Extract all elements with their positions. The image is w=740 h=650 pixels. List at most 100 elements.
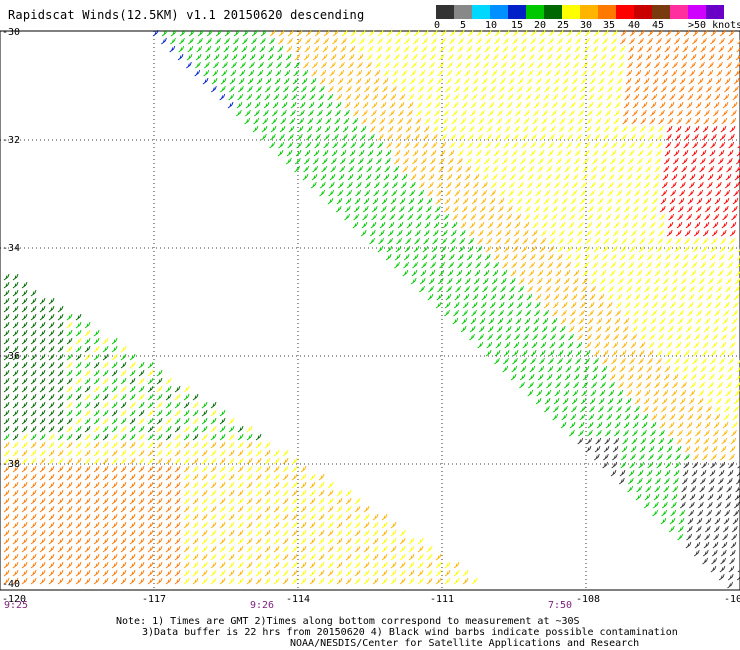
wind-barb xyxy=(547,149,554,157)
wind-barb xyxy=(673,261,679,269)
wind-barb xyxy=(609,381,615,389)
wind-barb xyxy=(596,101,603,109)
wind-barb xyxy=(57,481,64,489)
wind-barb xyxy=(594,237,600,245)
wind-barb xyxy=(250,45,257,53)
wind-barb xyxy=(485,29,492,37)
wind-barb xyxy=(57,369,64,377)
wind-barb xyxy=(320,69,327,77)
wind-barb xyxy=(417,545,424,553)
wind-barb xyxy=(469,333,475,341)
wind-barb xyxy=(48,417,55,425)
wind-barb xyxy=(279,125,286,133)
wind-barb xyxy=(482,285,488,293)
wind-barb xyxy=(372,93,379,101)
wind-barb xyxy=(282,569,289,577)
wind-barb xyxy=(93,545,100,553)
wind-barb xyxy=(659,101,666,109)
wind-barb xyxy=(645,157,652,165)
wind-barb xyxy=(558,229,565,237)
wind-barb xyxy=(240,53,247,61)
wind-barb xyxy=(347,173,354,181)
wind-barb xyxy=(523,325,530,333)
wind-barb xyxy=(594,229,601,237)
wind-barb xyxy=(449,141,456,149)
time-label: 9:25 xyxy=(4,600,29,611)
wind-barb xyxy=(30,425,37,433)
wind-barb xyxy=(653,493,660,501)
wind-barb xyxy=(285,61,291,69)
wind-barb xyxy=(494,29,501,37)
wind-barb xyxy=(548,37,554,45)
time-label: 9:26 xyxy=(250,600,275,611)
wind-barb xyxy=(156,449,163,457)
wind-barb xyxy=(165,385,172,393)
wind-barb xyxy=(30,393,37,401)
wind-barb xyxy=(354,529,361,537)
wind-barb xyxy=(588,413,595,421)
wind-barb xyxy=(712,541,719,549)
wind-barb xyxy=(719,141,726,149)
wind-barb xyxy=(679,85,685,93)
wind-barb xyxy=(648,133,654,141)
wind-barb xyxy=(237,465,244,473)
wind-barb xyxy=(696,309,702,317)
wind-barb xyxy=(448,253,455,261)
wind-barb xyxy=(692,29,699,37)
wind-barb xyxy=(715,501,722,509)
wind-barb xyxy=(665,357,671,365)
wind-barb xyxy=(508,189,514,197)
wind-barb xyxy=(722,109,728,117)
wind-barb xyxy=(336,93,343,101)
wind-barb xyxy=(278,141,285,149)
wind-barb xyxy=(385,149,392,157)
wind-barb xyxy=(693,237,699,245)
wind-barb xyxy=(537,269,544,277)
wind-barb xyxy=(30,505,37,513)
wind-barb xyxy=(601,253,608,261)
wind-barb xyxy=(219,553,226,561)
wind-barb xyxy=(444,197,451,205)
wind-barb xyxy=(405,237,411,245)
wind-barb xyxy=(555,269,562,277)
wind-barb xyxy=(447,61,453,69)
wind-barb xyxy=(584,357,590,365)
wind-barb xyxy=(247,85,253,93)
wind-barb xyxy=(656,141,663,149)
wind-barb xyxy=(354,545,361,553)
wind-barb xyxy=(408,93,415,101)
wind-barb xyxy=(671,493,678,501)
wind-barb xyxy=(661,405,667,413)
wind-barb xyxy=(671,69,678,77)
wind-barb xyxy=(652,85,658,93)
wind-barb xyxy=(687,309,693,317)
wind-barb xyxy=(366,53,373,61)
wind-barb xyxy=(629,37,635,45)
wind-barb xyxy=(3,353,10,361)
wind-barb xyxy=(30,353,37,361)
wind-barb xyxy=(420,269,427,277)
wind-barb xyxy=(497,317,504,325)
wind-barb xyxy=(93,329,100,337)
wind-barb xyxy=(722,429,728,437)
wind-barb xyxy=(30,545,37,553)
wind-barb xyxy=(39,449,46,457)
wind-barb xyxy=(688,189,694,197)
wind-barb xyxy=(21,577,28,585)
wind-barb xyxy=(21,329,28,337)
wind-barb xyxy=(699,485,706,493)
wind-barb xyxy=(734,69,740,77)
wind-barb xyxy=(713,213,719,221)
wind-barb xyxy=(3,305,10,313)
wind-barb xyxy=(690,269,697,277)
wind-barb xyxy=(486,237,492,245)
wind-barb xyxy=(566,349,573,357)
wind-barb xyxy=(519,269,526,277)
wind-barb xyxy=(621,237,627,245)
wind-barb xyxy=(499,77,506,85)
wind-barb xyxy=(210,521,217,529)
wind-barb xyxy=(183,393,190,401)
wind-barb xyxy=(428,69,435,77)
wind-barb xyxy=(662,69,669,77)
wind-barb xyxy=(553,189,559,197)
